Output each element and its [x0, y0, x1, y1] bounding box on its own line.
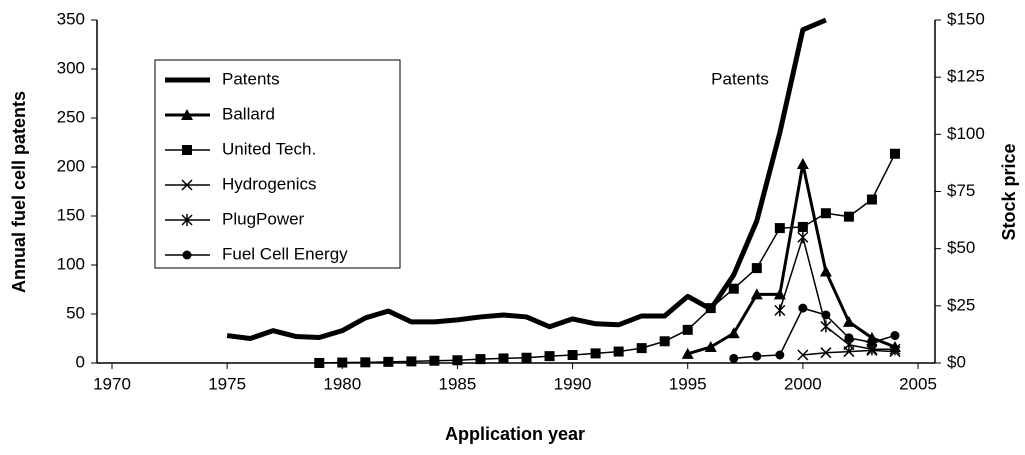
marker — [751, 263, 762, 274]
legend-label: United Tech. — [222, 139, 316, 158]
x-tick-label: 2005 — [899, 374, 937, 393]
legend-label: PlugPower — [222, 209, 305, 228]
x-axis-label: Application year — [445, 424, 585, 444]
y-tick-label: 200 — [57, 156, 85, 175]
series-line — [779, 236, 895, 351]
marker — [728, 283, 739, 294]
marker — [613, 346, 624, 357]
marker — [798, 303, 808, 313]
marker — [819, 265, 832, 277]
marker — [889, 343, 901, 356]
y-tick-label: 100 — [57, 254, 85, 273]
marker — [844, 333, 854, 343]
marker — [429, 355, 440, 366]
x-tick-label: 1970 — [93, 374, 131, 393]
marker — [842, 315, 855, 327]
legend-label: Ballard — [222, 104, 275, 123]
marker — [406, 356, 417, 367]
legend-label: Hydrogenics — [222, 174, 317, 193]
x-tick-label: 1990 — [554, 374, 592, 393]
y2-tick-label: $25 — [947, 295, 975, 314]
marker — [890, 331, 900, 341]
marker — [337, 357, 348, 368]
marker — [498, 353, 509, 364]
marker — [797, 221, 808, 232]
marker — [867, 337, 877, 347]
marker — [704, 340, 717, 352]
marker — [659, 336, 670, 347]
marker — [752, 351, 762, 361]
marker — [521, 352, 532, 363]
marker — [821, 310, 831, 320]
y2-tick-label: $100 — [947, 124, 985, 143]
y2-tick-label: $150 — [947, 9, 985, 28]
y-axis-label: Annual fuel cell patents — [9, 91, 29, 293]
marker — [774, 223, 785, 234]
marker — [383, 356, 394, 367]
marker — [889, 148, 900, 159]
marker — [182, 145, 192, 155]
y-tick-label: 250 — [57, 107, 85, 126]
marker — [544, 351, 555, 362]
marker — [681, 347, 694, 359]
series-line — [687, 162, 896, 356]
marker — [866, 194, 877, 205]
y2-axis-label: Stock price — [999, 143, 1019, 240]
y-tick-label: 0 — [76, 352, 85, 371]
marker — [729, 353, 739, 363]
marker — [181, 109, 193, 120]
marker — [314, 358, 325, 368]
marker — [181, 179, 193, 191]
series-line — [226, 17, 827, 341]
marker — [820, 320, 832, 333]
y2-tick-label: $0 — [947, 352, 966, 371]
legend-label: Patents — [222, 69, 280, 88]
marker — [636, 343, 647, 354]
marker — [797, 231, 809, 244]
marker — [750, 288, 763, 300]
x-tick-label: 1980 — [323, 374, 361, 393]
marker — [452, 355, 463, 366]
x-tick-label: 1985 — [439, 374, 477, 393]
y-tick-label: 50 — [66, 303, 85, 322]
marker — [567, 349, 578, 360]
marker — [773, 288, 786, 300]
marker — [181, 214, 193, 226]
x-tick-label: 1975 — [208, 374, 246, 393]
marker — [843, 211, 854, 222]
marker — [775, 350, 785, 360]
y2-tick-label: $125 — [947, 67, 985, 86]
marker — [796, 158, 809, 170]
marker — [727, 327, 740, 339]
x-tick-label: 1995 — [669, 374, 707, 393]
legend-box — [154, 59, 401, 269]
marker — [820, 347, 832, 359]
marker — [590, 348, 601, 359]
y-tick-label: 300 — [57, 58, 85, 77]
x-tick-label: 2000 — [784, 374, 822, 393]
marker — [820, 208, 831, 219]
y2-tick-label: $75 — [947, 181, 975, 200]
y2-tick-label: $50 — [947, 238, 975, 257]
annotation: Patents — [711, 69, 769, 88]
marker — [682, 324, 693, 335]
y-tick-label: 350 — [57, 9, 85, 28]
legend-label: Fuel Cell Energy — [222, 244, 348, 263]
y-tick-label: 150 — [57, 205, 85, 224]
marker — [475, 354, 486, 365]
marker — [705, 303, 716, 314]
marker — [182, 250, 192, 260]
marker — [774, 304, 786, 317]
marker — [797, 349, 809, 361]
marker — [360, 357, 371, 368]
